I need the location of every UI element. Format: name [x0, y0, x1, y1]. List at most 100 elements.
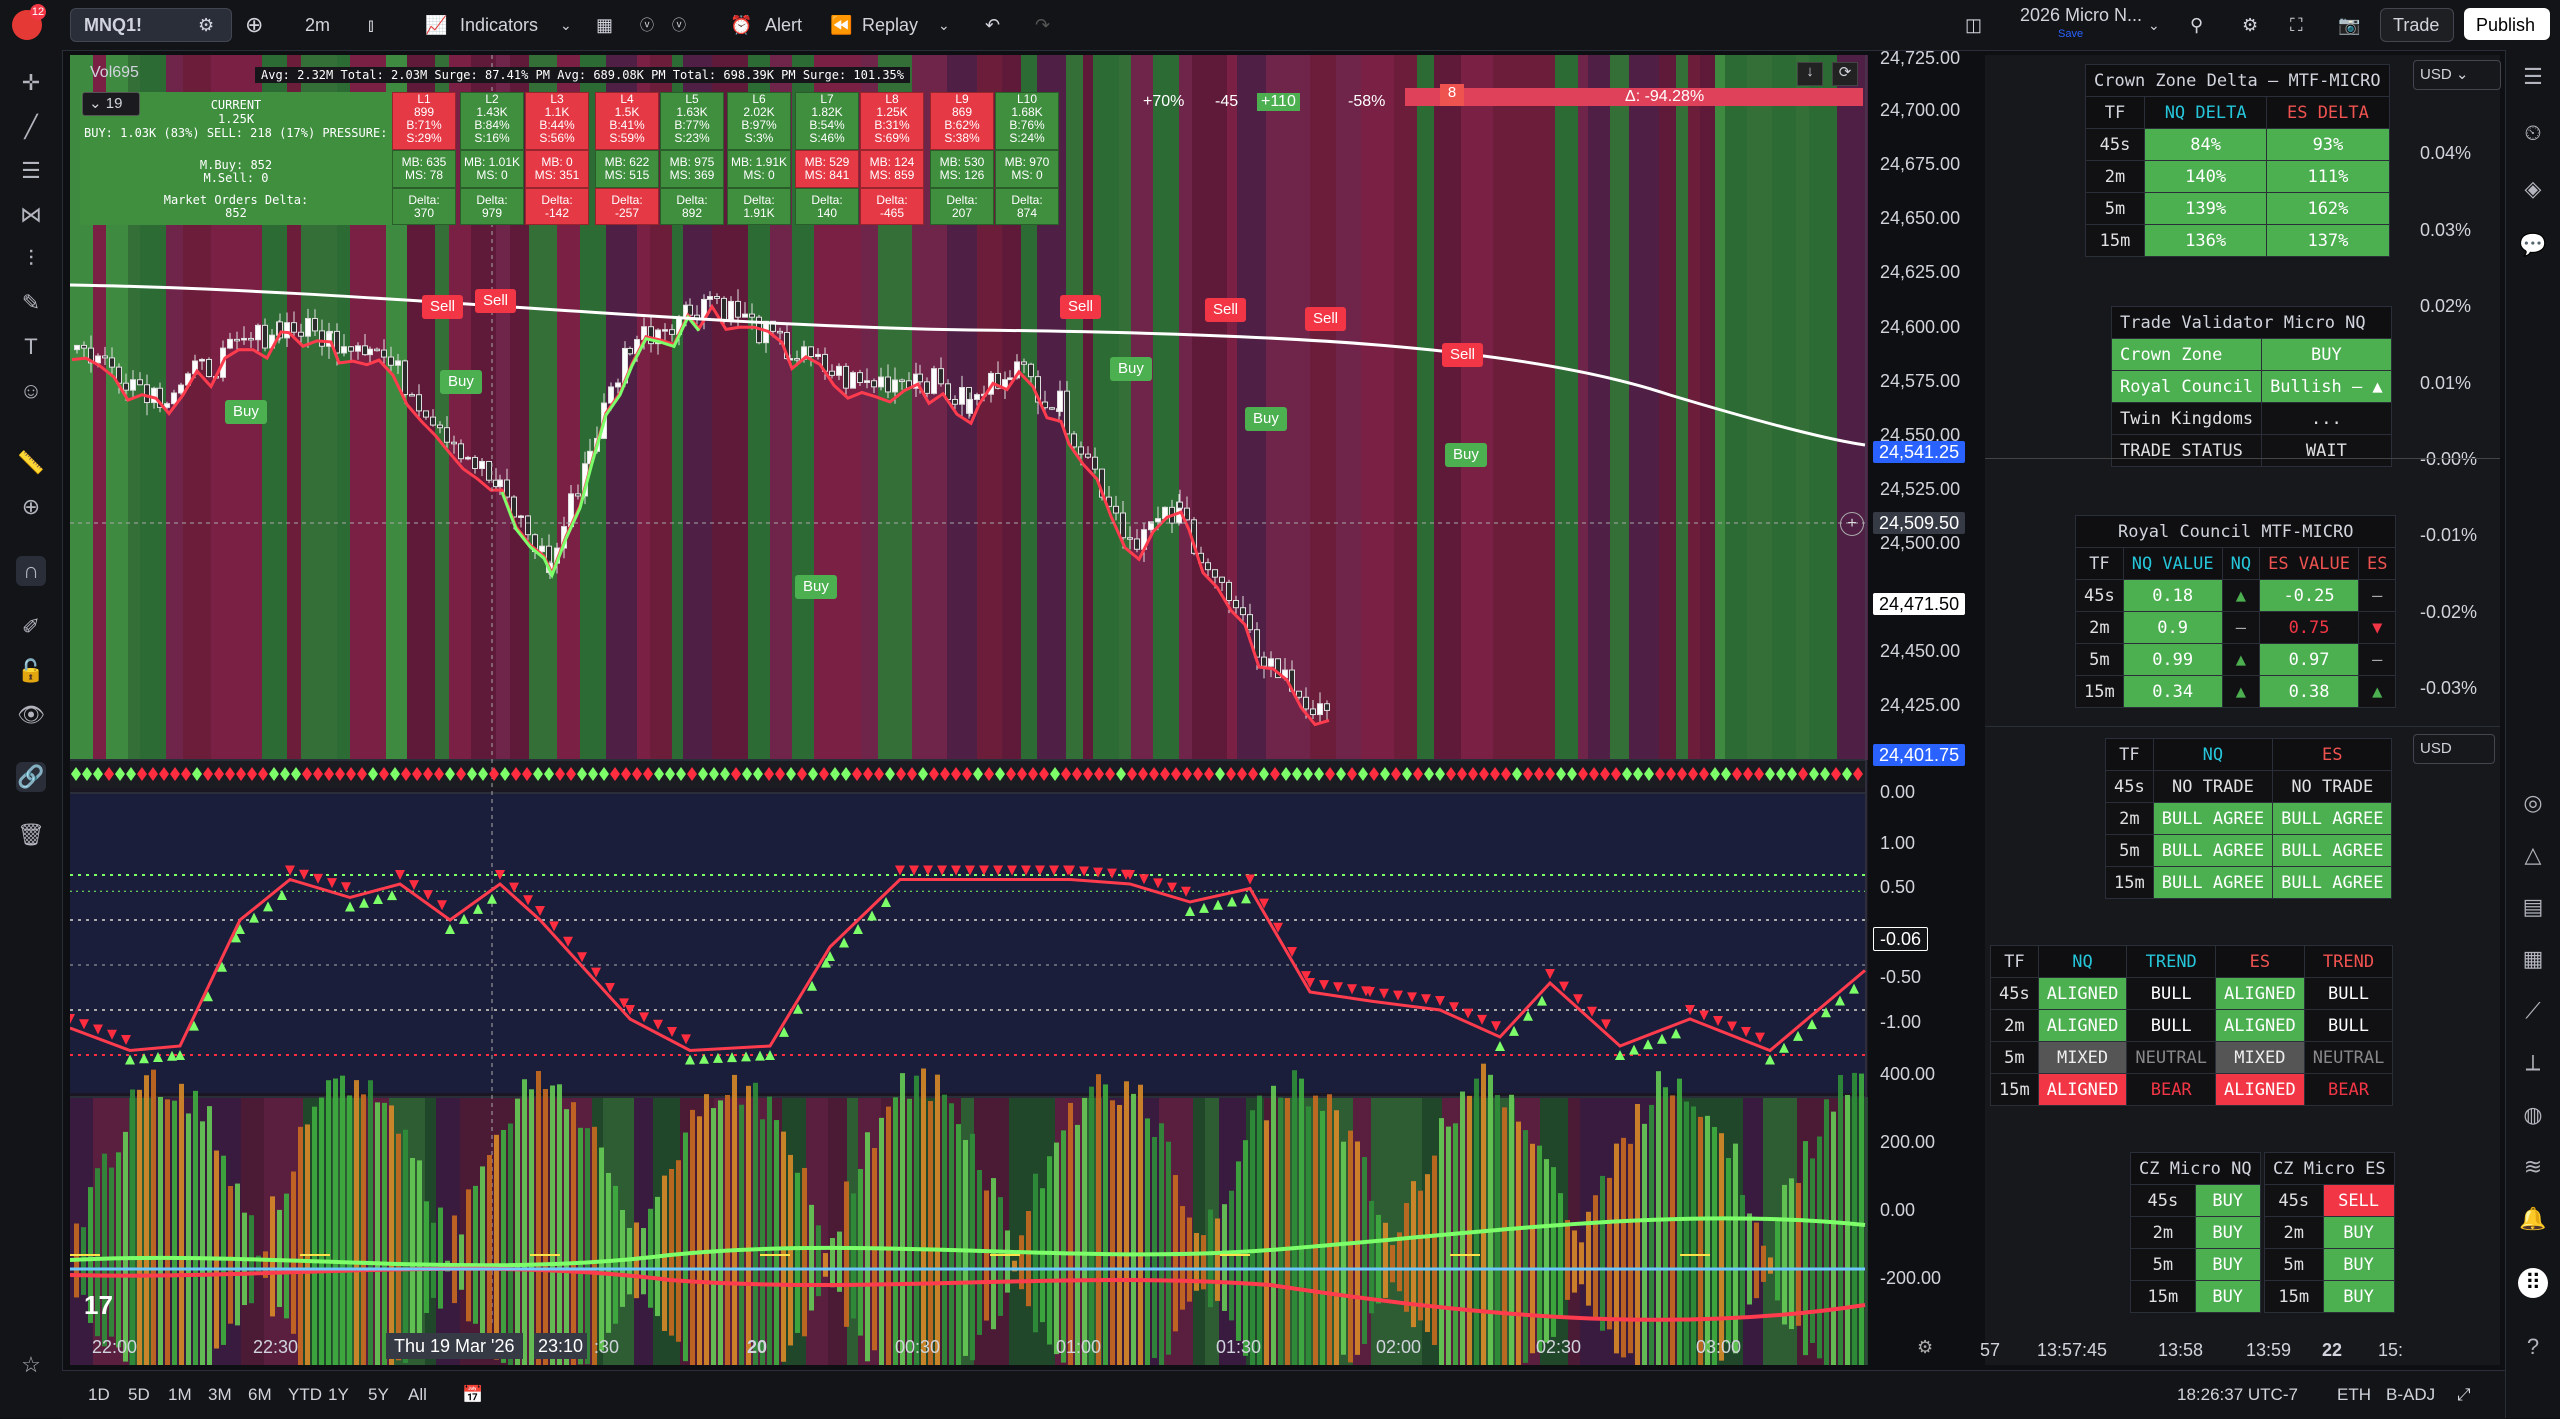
last-price-tag: 24,541.25: [1873, 441, 1966, 463]
date-range-icon[interactable]: 📅: [462, 1385, 484, 1404]
percent-tick: -0.03%: [2420, 678, 2478, 698]
panels-icon[interactable]: ◫: [1965, 15, 1983, 35]
signal-diamond: [973, 767, 983, 781]
replay-dropdown-icon[interactable]: ⌄: [938, 17, 950, 33]
osc-arrow: [993, 865, 1003, 876]
chart-tool-icon[interactable]: ⟋: [2525, 998, 2541, 1023]
emoji-icon[interactable]: ☺: [19, 378, 43, 403]
range-button-5d[interactable]: 5D: [128, 1385, 150, 1404]
price-tick: 24,675.00: [1880, 154, 1961, 174]
table-row: 5m BUY: [2130, 1248, 2261, 1281]
hist-bar: [361, 1094, 366, 1365]
target-icon[interactable]: ◎: [2523, 790, 2543, 815]
layout-dropdown-icon[interactable]: ⌄: [2148, 17, 2160, 33]
range-button-3m[interactable]: 3M: [208, 1385, 232, 1404]
clock-label[interactable]: 18:26:37 UTC-7: [2177, 1385, 2298, 1404]
symbol-settings-icon[interactable]: ⚙: [198, 15, 215, 35]
range-button-all[interactable]: All: [408, 1385, 427, 1404]
interval-button[interactable]: 2m: [305, 15, 331, 35]
range-button-ytd[interactable]: YTD: [288, 1385, 322, 1404]
osc-arrow: [755, 1050, 765, 1061]
candle-body: [995, 372, 1001, 389]
news-icon[interactable]: ▦: [2522, 946, 2544, 971]
osc-arrow: [125, 1054, 135, 1065]
range-button-1d[interactable]: 1D: [88, 1385, 110, 1404]
session-label[interactable]: ETH: [2337, 1385, 2371, 1404]
currency-selector-2[interactable]: USD: [2413, 734, 2495, 764]
currency-selector-1[interactable]: USD ⌄: [2413, 60, 2501, 90]
indicators-dropdown-icon[interactable]: ⌄: [560, 17, 572, 33]
range-button-1y[interactable]: 1Y: [328, 1385, 349, 1404]
hist-bar: [1705, 1115, 1710, 1365]
brush-icon[interactable]: ✎: [21, 290, 41, 315]
alert-button[interactable]: Alert: [765, 15, 803, 35]
trash-icon[interactable]: 🗑: [17, 822, 45, 847]
indicators-button[interactable]: Indicators: [460, 15, 539, 35]
lock-pencil-icon[interactable]: ✐: [21, 614, 41, 639]
bell-icon[interactable]: 🔔: [2519, 1206, 2547, 1231]
help-icon[interactable]: ?: [2526, 1334, 2540, 1359]
scroll-down-icon[interactable]: ↓: [1797, 62, 1823, 86]
range-button-1m[interactable]: 1M: [168, 1385, 192, 1404]
adjustment-label[interactable]: B-ADJ: [2386, 1385, 2436, 1404]
range-button-5y[interactable]: 5Y: [368, 1385, 389, 1404]
range-button-6m[interactable]: 6M: [248, 1385, 272, 1404]
templates-icon-2[interactable]: ⓥ: [672, 17, 686, 33]
chart-type-icon[interactable]: ⫾: [368, 15, 374, 35]
layout-name[interactable]: 2026 Micro N...: [2020, 5, 2143, 25]
calendar-icon[interactable]: ▤: [2522, 894, 2544, 919]
settings-gear-icon[interactable]: ⚙: [2242, 15, 2259, 35]
text-icon[interactable]: T: [24, 334, 38, 359]
time-axis-settings-icon[interactable]: ⚙: [1917, 1337, 1934, 1357]
chart-canvas[interactable]: [70, 55, 1868, 1365]
quick-search-icon[interactable]: ⚲: [2190, 15, 2204, 35]
triangle-icon[interactable]: △: [2524, 842, 2542, 867]
osc-arrow: [263, 901, 273, 912]
trade-button[interactable]: [2380, 8, 2454, 42]
symbol-search[interactable]: [70, 8, 232, 42]
publish-button[interactable]: [2464, 8, 2550, 40]
replay-button[interactable]: Replay: [862, 15, 919, 35]
eye-icon[interactable]: 👁: [17, 702, 45, 727]
table-cell: 140%: [2143, 160, 2268, 193]
maximize-icon[interactable]: ⤢: [2457, 1385, 2471, 1404]
add-alert-icon[interactable]: +: [1840, 512, 1864, 536]
compare-add-icon[interactable]: ⊕: [245, 12, 264, 37]
chat-icon[interactable]: 💬: [2519, 232, 2547, 257]
chart-refresh-icon[interactable]: ⟳: [1832, 62, 1858, 86]
signal-diamond: [698, 767, 708, 781]
apps-grid-icon[interactable]: ⠿: [2518, 1268, 2548, 1298]
undo-icon[interactable]: ↶: [985, 15, 1001, 35]
lock-icon[interactable]: 🔓: [17, 658, 45, 683]
stats-icon[interactable]: ⟂: [2525, 1050, 2541, 1075]
alerts-clock-icon[interactable]: ⏲: [2524, 120, 2542, 145]
screenshot-icon[interactable]: 📷: [2338, 15, 2361, 35]
magnet-icon[interactable]: ∩: [16, 556, 46, 586]
zoom-icon[interactable]: ⊕: [21, 494, 41, 519]
level-s: S:69%: [874, 131, 910, 145]
ruler-icon[interactable]: 📏: [17, 450, 45, 475]
fullscreen-icon[interactable]: ⛶: [2290, 15, 2303, 35]
main-chart[interactable]: Buy Buy Sell Sell Buy Sell Buy Sell Buy Sell Buy Se…: [70, 55, 1868, 1365]
link-icon[interactable]: 🔗: [16, 762, 46, 792]
templates-icon-1[interactable]: ⓥ: [640, 17, 654, 33]
layouts-icon[interactable]: ▦: [596, 15, 614, 35]
sell-signal-label: Sell: [1205, 298, 1247, 322]
percent-tick: -0.00%: [2420, 449, 2478, 469]
layers-icon[interactable]: ◈: [2524, 176, 2542, 201]
broadcast-icon[interactable]: ≋: [2523, 1154, 2543, 1179]
pattern-icon[interactable]: ⋈: [20, 202, 42, 227]
candle-body: [423, 410, 429, 418]
table-cell: 45s: [2085, 128, 2145, 161]
crosshair-icon[interactable]: ✛: [21, 70, 41, 95]
redo-icon[interactable]: ↷: [1035, 15, 1051, 35]
watchlist-icon[interactable]: ☰: [2523, 64, 2543, 89]
fib-icon[interactable]: ⫶: [28, 246, 34, 271]
horizontal-lines-icon[interactable]: ☰: [21, 158, 41, 183]
level-6-delta-cell: Delta: 1.91K: [727, 188, 791, 225]
collapse-indicators-button[interactable]: ⌄ 19: [82, 92, 140, 116]
trendline-icon[interactable]: ╱: [24, 114, 38, 139]
favorites-star-icon[interactable]: ☆: [21, 1352, 41, 1377]
osc-arrow: [681, 1034, 691, 1045]
globe-icon[interactable]: ◍: [2523, 1102, 2543, 1127]
